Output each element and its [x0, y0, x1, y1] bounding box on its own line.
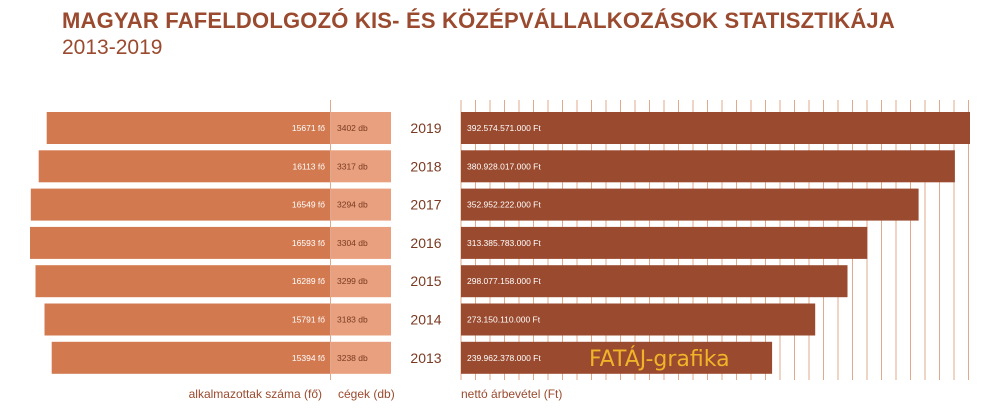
data-label-revenue: 313.385.783.000 Ft [467, 238, 541, 248]
bar-employees [35, 265, 330, 298]
data-label-revenue: 380.928.017.000 Ft [467, 161, 541, 171]
bar-employees [46, 112, 330, 144]
bar-companies [331, 303, 391, 336]
axis-label-companies: cégek (db) [338, 387, 395, 401]
bar-companies [331, 265, 391, 298]
data-label-companies: 3299 db [337, 276, 368, 286]
data-label-companies: 3294 db [337, 200, 368, 210]
data-label-employees: 16593 fő [292, 238, 325, 248]
data-label-employees: 15791 fő [292, 315, 325, 325]
axis-label-revenue: nettó árbevétel (Ft) [461, 387, 562, 401]
data-label-employees: 16549 fő [292, 200, 325, 210]
bar-revenue [461, 150, 955, 183]
data-label-companies: 3317 db [337, 161, 368, 171]
bar-companies [331, 226, 391, 259]
bar-employees [44, 303, 330, 336]
year-label: 2016 [410, 235, 441, 251]
data-label-revenue: 352.952.222.000 Ft [467, 200, 541, 210]
bar-companies [331, 112, 391, 144]
bar-revenue [461, 265, 848, 298]
year-label: 2014 [410, 312, 441, 328]
data-label-employees: 16289 fő [292, 276, 325, 286]
bar-revenue [461, 226, 868, 259]
bar-employees [30, 226, 330, 259]
axis-label-employees: alkalmazottak száma (fő) [189, 387, 322, 401]
data-label-companies: 3402 db [337, 123, 368, 133]
year-label: 2017 [410, 197, 441, 213]
bar-employees [38, 150, 330, 183]
bar-revenue [461, 341, 773, 374]
chart-title: MAGYAR FAFELDOLGOZÓ KIS- ÉS KÖZÉPVÁLLALK… [62, 8, 895, 33]
data-label-companies: 3238 db [337, 353, 368, 363]
bar-revenue [461, 188, 919, 221]
data-label-employees: 15671 fő [292, 123, 325, 133]
bar-companies [331, 341, 391, 374]
chart-subtitle: 2013-2019 [62, 36, 163, 59]
year-label: 2015 [410, 273, 441, 289]
bar-revenue [461, 112, 970, 144]
year-label: 2019 [410, 120, 441, 136]
bar-employees [30, 188, 331, 221]
watermark: FATÁJ-grafika [589, 346, 730, 372]
year-label: 2018 [410, 158, 441, 174]
data-label-companies: 3183 db [337, 315, 368, 325]
data-label-revenue: 298.077.158.000 Ft [467, 276, 541, 286]
bar-employees [51, 341, 330, 374]
data-label-companies: 3304 db [337, 238, 368, 248]
data-label-employees: 16113 fő [293, 161, 326, 171]
bar-revenue [461, 303, 816, 336]
data-label-revenue: 273.150.110.000 Ft [467, 315, 541, 325]
data-label-employees: 15394 fő [292, 353, 325, 363]
data-label-revenue: 392.574.571.000 Ft [467, 123, 541, 133]
year-label: 2013 [410, 350, 441, 366]
bar-companies [331, 150, 391, 183]
bar-companies [331, 188, 391, 221]
data-label-revenue: 239.962.378.000 Ft [467, 353, 541, 363]
